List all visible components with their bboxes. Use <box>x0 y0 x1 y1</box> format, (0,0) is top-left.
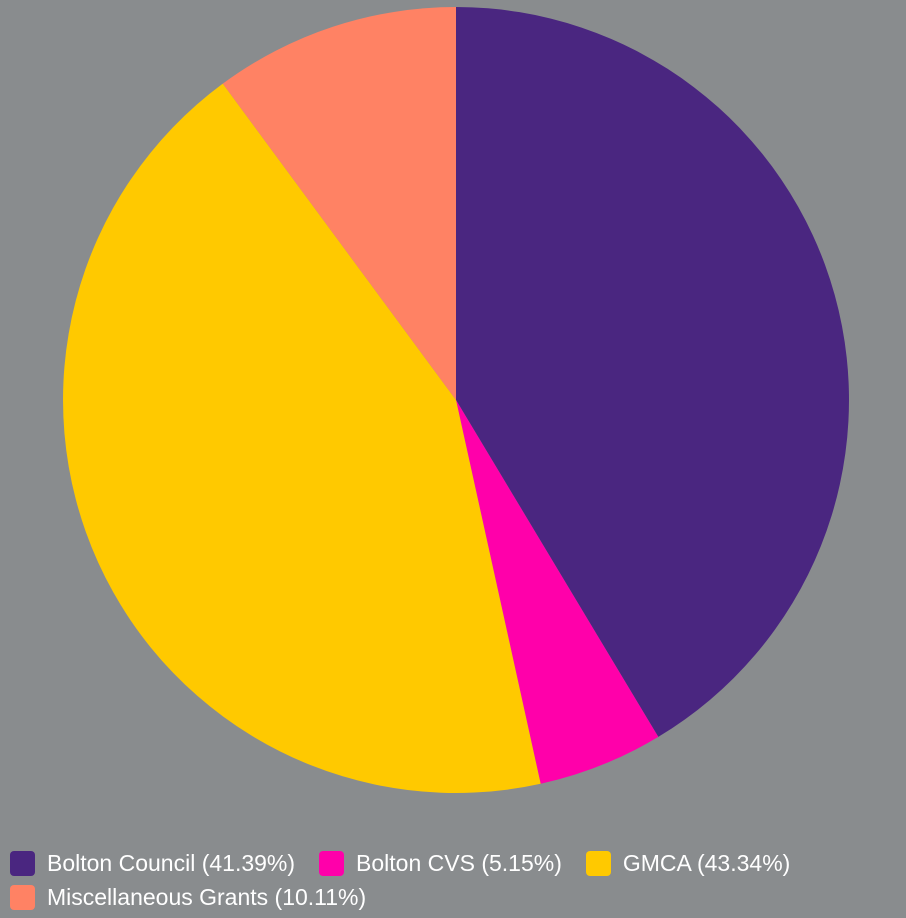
legend-swatch-gmca <box>585 850 611 876</box>
legend: Bolton Council (41.39%) Bolton CVS (5.15… <box>10 846 906 914</box>
legend-label-gmca: GMCA (43.34%) <box>622 850 791 876</box>
legend-label-miscellaneous-grants: Miscellaneous Grants (10.11%) <box>47 884 367 910</box>
legend-label-bolton-cvs: Bolton CVS (5.15%) <box>356 850 562 876</box>
pie-slice-bolton-cvs[interactable] <box>456 400 659 784</box>
pie-slice-gmca[interactable] <box>63 83 541 793</box>
legend-item-bolton-cvs[interactable]: Bolton CVS (5.15%) <box>319 848 562 878</box>
pie-slice-bolton-council[interactable] <box>456 7 849 737</box>
legend-row-2: Miscellaneous Grants (10.11%) <box>10 880 906 914</box>
legend-item-gmca[interactable]: GMCA (43.34%) <box>585 848 791 878</box>
legend-swatch-bolton-cvs <box>319 850 345 876</box>
legend-swatch-bolton-council <box>10 850 35 876</box>
legend-item-bolton-council[interactable]: Bolton Council (41.39%) <box>10 848 295 878</box>
legend-swatch-miscellaneous-grants <box>10 884 35 910</box>
pie-slice-miscellaneous-grants[interactable] <box>222 7 456 400</box>
legend-item-miscellaneous-grants[interactable]: Miscellaneous Grants (10.11%) <box>10 882 366 912</box>
legend-label-bolton-council: Bolton Council (41.39%) <box>47 850 296 876</box>
legend-row-1: Bolton Council (41.39%) Bolton CVS (5.15… <box>10 846 906 880</box>
pie-plot <box>63 7 849 793</box>
